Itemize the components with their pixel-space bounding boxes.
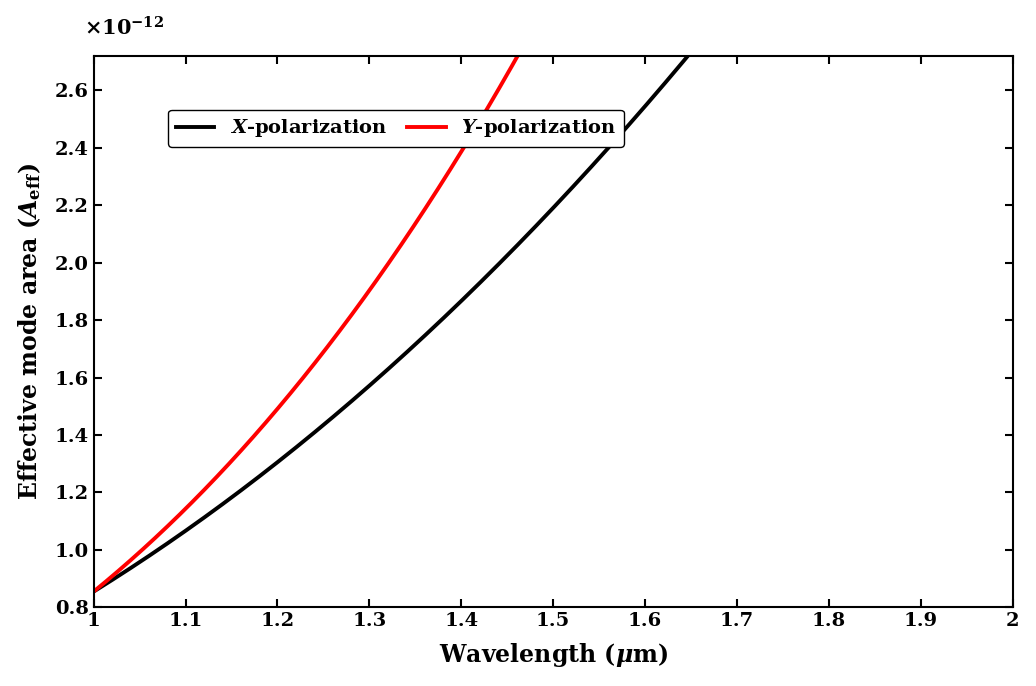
$X$-polarization — [631, 110, 643, 119]
$Y$-polarization — [90, 585, 103, 593]
Legend: $X$-polarization, $Y$-polarization: $X$-polarization, $Y$-polarization — [168, 110, 624, 147]
$X$-polarization — [650, 89, 662, 97]
$X$-polarization — [634, 107, 646, 115]
$X$-polarization — [87, 587, 99, 595]
Y-axis label: Effective mode area ($A_{\mathrm{eff}}$): Effective mode area ($A_{\mathrm{eff}}$) — [17, 163, 44, 500]
$X$-polarization — [90, 586, 103, 594]
$Y$-polarization — [87, 587, 99, 595]
Line: $X$-polarization: $X$-polarization — [93, 0, 1012, 591]
Text: $\times 10^{-12}$: $\times 10^{-12}$ — [85, 16, 165, 39]
Line: $Y$-polarization: $Y$-polarization — [93, 0, 1012, 591]
X-axis label: Wavelength ($\mu$m): Wavelength ($\mu$m) — [438, 641, 668, 670]
